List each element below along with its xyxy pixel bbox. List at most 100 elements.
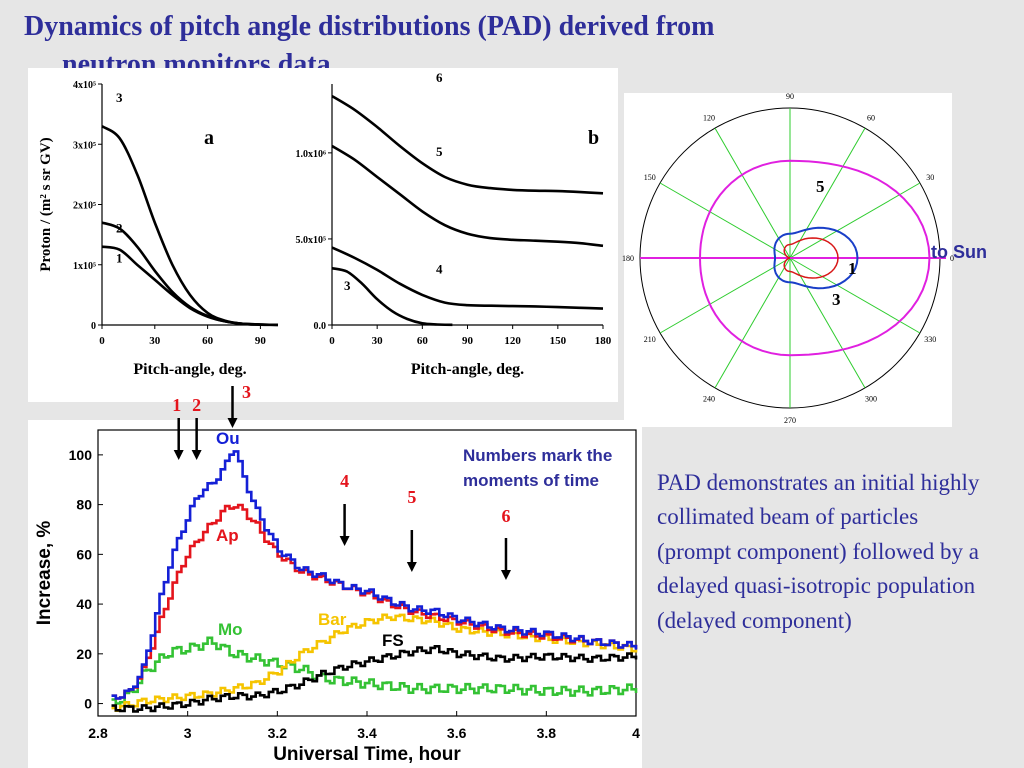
polar-spoke [714,127,791,259]
slide-title: Dynamics of pitch angle distributions (P… [24,8,904,84]
time-y-tick-label: 100 [69,447,93,463]
time-x-tick-label: 3.8 [537,725,557,741]
polar-spoke [789,257,921,334]
pad-b-series-3 [331,266,453,327]
pad-b-series-6 [331,94,604,195]
time-series-ou [111,450,638,700]
pad-a-x-label: Pitch-angle, deg. [133,361,246,378]
pad-a-y-tick-label: 3x10⁵ [73,140,96,151]
moments-note: Numbers mark the moments of time [463,446,613,490]
time-y-tick-label: 40 [76,596,92,612]
pad-curves-svg: 0 30 60 9001x10⁵2x10⁵3x10⁵4x10⁵123aPitch-an… [38,70,612,378]
time-x-tick-label: 3.2 [268,725,288,741]
time-series-ap [111,503,638,700]
pad-a-series-1 [101,245,279,327]
pad-b-x-tick-label: 90 [462,335,474,347]
polar-angle-label: 60 [867,114,875,123]
description-text: PAD demonstrates an initial highly colli… [657,470,980,633]
polar-series-5 [698,159,931,357]
pad-a-y-tick-label: 0 [91,321,96,332]
polar-series-label: 1 [848,259,857,278]
pad-a-x-tick-label: 0 [99,335,105,347]
pad-curves-panel: 0 30 60 90 0 1x10⁵ 2x10⁵ 3x10⁵ 4x10⁵ 1 2 3 a Pitch-an… [28,68,618,402]
polar-series-3 [773,226,859,290]
time-series-label: Mo [218,620,243,639]
time-y-tick-label: 0 [84,696,92,712]
time-x-tick-label: 4 [632,725,640,741]
polar-spoke [659,182,791,259]
polar-series-label: 3 [832,290,841,309]
pad-b-series-label: 3 [344,278,351,293]
pad-a-x-tick-label: 60 [202,335,214,347]
pad-b-x-tick-label: 0 [329,335,335,347]
pad-a-plot: 0 30 60 90 0 1x10⁵ 2x10⁵ 3x10⁵ 4x10⁵ 1 2 3 a Pitch-an… [38,80,279,378]
time-x-tick-label: 3 [184,725,192,741]
time-y-tick-label: 20 [76,646,92,662]
time-series-label: Bar [318,610,347,629]
pad-b-series-label: 4 [436,262,443,277]
pad-b-y-tick-label: 1.0x10⁶ [296,149,327,160]
time-y-label: Increase, % [34,521,55,626]
time-series-label: Ou [216,429,240,448]
polar-angle-label: 30 [926,173,934,182]
time-series-label: Ap [216,526,239,545]
polar-spoke [714,257,791,389]
pad-a-y-tick-label: 4x10⁵ [73,80,96,91]
time-y-tick-label: 60 [76,546,92,562]
time-x-label: Universal Time, hour [273,744,461,765]
pad-a-y-label: Proton / (m² s sr GV) [38,137,54,271]
pad-a-series-3 [101,125,279,327]
pad-b-x-tick-label: 60 [417,335,429,347]
time-profile-panel: 2.8 3 3.2 3.4 3.6 3.8 4 0 20 40 60 80 100 Universal T… [28,420,642,768]
pad-b-y-tick-label: 5.0x10⁵ [296,235,327,246]
title-line-1: Dynamics of pitch angle distributions (P… [24,11,715,42]
polar-spoke [659,257,791,334]
polar-plot: 0 30 60 90 120 150 180 210 240 270 300 330 5 31 [622,92,954,425]
polar-pad-svg: 0 30 60 90 120 150 180 210 240 270 300 330 5 31 [622,92,954,425]
polar-angle-label: 120 [703,114,715,123]
time-y-tick-label: 80 [76,497,92,513]
time-x-tick-label: 3.6 [447,725,467,741]
polar-angle-label: 240 [703,394,715,403]
pad-b-plot: 0 30 60 90 120 150 180 0.0 5.0x10⁵ 1.0x10⁶ 3 4 5 6 b Pi… [296,70,612,378]
to-sun-label: to Sun [931,242,987,262]
pad-a-panel-label: a [204,127,214,149]
polar-spoke [789,257,866,389]
pad-b-panel-label: b [588,127,599,149]
pad-b-x-tick-label: 120 [504,335,521,347]
polar-pad-panel: 0 30 60 90 120 150 180 210 240 270 300 330 5 3 1 [622,92,954,427]
pad-b-series-label: 5 [436,144,443,159]
time-series-bar [111,613,638,712]
time-series-fs [111,645,638,713]
polar-spoke [789,182,921,259]
polar-angle-label: 180 [622,254,634,263]
polar-angle-label: 270 [784,416,796,425]
pad-b-series-5 [331,144,604,248]
polar-angle-label: 210 [644,335,656,344]
pad-b-x-tick-label: 150 [550,335,567,347]
pad-b-x-tick-label: 30 [372,335,384,347]
time-x-tick-label: 3.4 [357,725,377,741]
time-x-tick-label: 2.8 [88,725,108,741]
pad-a-series-label: 2 [116,221,123,236]
time-series-label: FS [382,631,404,650]
polar-series-label: 5 [816,177,825,196]
pad-a-series-label: 3 [116,90,123,105]
pad-a-y-tick-label: 2x10⁵ [73,201,96,212]
polar-series-1 [783,237,839,279]
polar-spoke [789,127,866,259]
polar-angle-label: 330 [924,335,936,344]
polar-angle-label: 90 [786,92,794,101]
polar-angle-label: 0 [950,254,954,263]
pad-b-series-4 [331,246,604,310]
pad-a-x-tick-label: 90 [255,335,267,347]
polar-angle-label: 300 [865,394,877,403]
pad-a-x-tick-label: 30 [149,335,161,347]
time-series-mo [111,636,638,705]
pad-a-series-label: 1 [116,251,123,266]
polar-angle-label: 150 [644,173,656,182]
pad-b-series-label: 6 [436,70,443,85]
pad-b-x-tick-label: 180 [595,335,612,347]
